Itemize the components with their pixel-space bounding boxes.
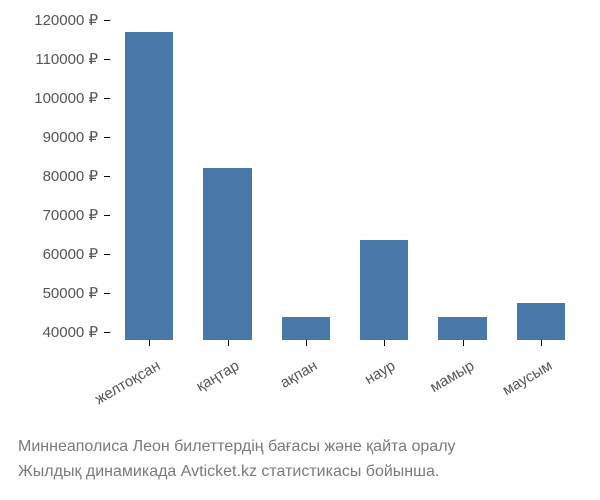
x-tick-mark xyxy=(306,340,307,346)
y-tick-mark xyxy=(104,176,110,177)
y-tick-label: 70000 ₽ xyxy=(0,206,98,224)
x-tick-mark xyxy=(384,340,385,346)
y-tick-label: 120000 ₽ xyxy=(0,11,98,29)
plot-area xyxy=(110,20,581,341)
bar xyxy=(203,168,252,340)
ticket-price-bar-chart: 40000 ₽ 50000 ₽ 60000 ₽ 70000 ₽ 80000 ₽ 90000… xyxy=(0,0,600,500)
bar xyxy=(438,317,487,340)
y-tick-mark xyxy=(104,137,110,138)
bar xyxy=(125,32,174,340)
y-tick-label: 110000 ₽ xyxy=(0,50,98,68)
y-tick-mark xyxy=(104,98,110,99)
x-tick-mark xyxy=(541,340,542,346)
y-tick-mark xyxy=(104,332,110,333)
bar xyxy=(517,303,566,340)
y-tick-label: 40000 ₽ xyxy=(0,323,98,341)
bar xyxy=(282,317,331,340)
y-tick-label: 80000 ₽ xyxy=(0,167,98,185)
x-tick-mark xyxy=(463,340,464,346)
y-tick-mark xyxy=(104,20,110,21)
caption-line-2: Жылдық динамикада Avticket.kz статистика… xyxy=(18,463,439,481)
y-tick-label: 100000 ₽ xyxy=(0,89,98,107)
y-tick-mark xyxy=(104,254,110,255)
y-tick-label: 50000 ₽ xyxy=(0,284,98,302)
caption-line-1: Миннеаполиса Леон билеттердің бағасы жән… xyxy=(18,438,456,456)
y-tick-label: 90000 ₽ xyxy=(0,128,98,146)
x-tick-mark xyxy=(228,340,229,346)
y-tick-mark xyxy=(104,59,110,60)
y-tick-label: 60000 ₽ xyxy=(0,245,98,263)
y-tick-mark xyxy=(104,215,110,216)
bar xyxy=(360,240,409,340)
y-tick-mark xyxy=(104,293,110,294)
x-tick-mark xyxy=(149,340,150,346)
